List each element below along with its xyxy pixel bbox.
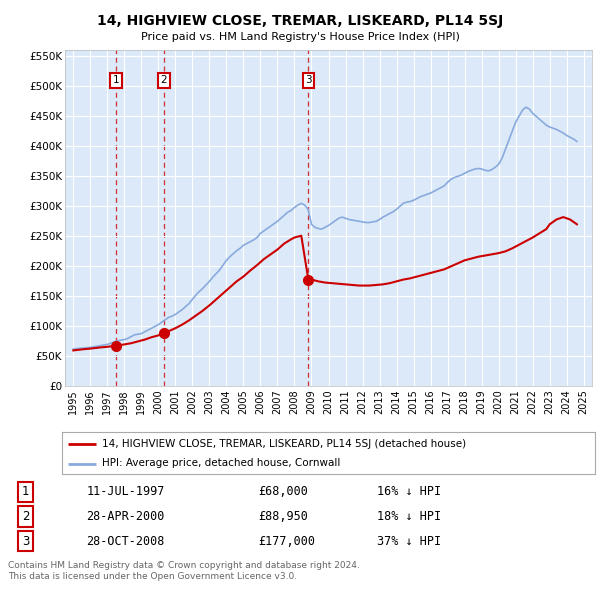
Text: £88,950: £88,950 — [259, 510, 308, 523]
Text: HPI: Average price, detached house, Cornwall: HPI: Average price, detached house, Corn… — [102, 458, 340, 468]
Text: 14, HIGHVIEW CLOSE, TREMAR, LISKEARD, PL14 5SJ (detached house): 14, HIGHVIEW CLOSE, TREMAR, LISKEARD, PL… — [102, 439, 466, 449]
Text: 28-OCT-2008: 28-OCT-2008 — [86, 535, 164, 548]
Text: 2: 2 — [161, 76, 167, 86]
Text: 18% ↓ HPI: 18% ↓ HPI — [377, 510, 442, 523]
Text: 28-APR-2000: 28-APR-2000 — [86, 510, 164, 523]
Text: 11-JUL-1997: 11-JUL-1997 — [86, 486, 164, 499]
Text: £177,000: £177,000 — [259, 535, 316, 548]
Text: 37% ↓ HPI: 37% ↓ HPI — [377, 535, 442, 548]
Text: £68,000: £68,000 — [259, 486, 308, 499]
Text: 14, HIGHVIEW CLOSE, TREMAR, LISKEARD, PL14 5SJ: 14, HIGHVIEW CLOSE, TREMAR, LISKEARD, PL… — [97, 14, 503, 28]
Text: 1: 1 — [22, 486, 29, 499]
Text: 16% ↓ HPI: 16% ↓ HPI — [377, 486, 442, 499]
Text: 3: 3 — [22, 535, 29, 548]
Text: Price paid vs. HM Land Registry's House Price Index (HPI): Price paid vs. HM Land Registry's House … — [140, 32, 460, 41]
Text: 1: 1 — [113, 76, 119, 86]
Text: 2: 2 — [22, 510, 29, 523]
Text: 3: 3 — [305, 76, 312, 86]
Text: Contains HM Land Registry data © Crown copyright and database right 2024.
This d: Contains HM Land Registry data © Crown c… — [8, 561, 359, 581]
